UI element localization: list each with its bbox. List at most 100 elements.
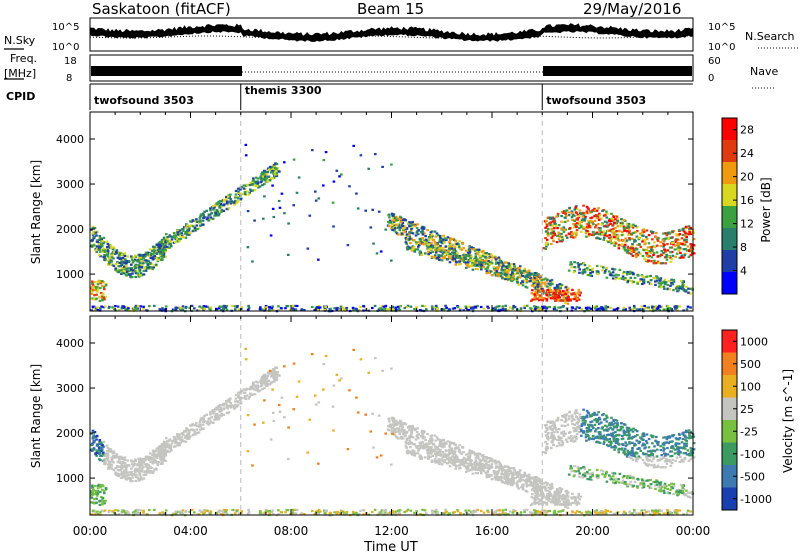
scatter-cell <box>671 283 675 286</box>
scatter-cell <box>314 199 318 202</box>
scatter-cell <box>553 307 557 310</box>
scatter-cell <box>516 480 520 483</box>
scatter-cell <box>459 257 463 260</box>
scatter-cell <box>589 224 593 227</box>
cpid-segment-label: themis 3300 <box>245 84 322 97</box>
scatter-cell <box>273 171 276 174</box>
scatter-cell <box>403 306 407 310</box>
scatter-cell <box>388 308 391 311</box>
scatter-cell <box>147 467 150 470</box>
scatter-cell <box>384 228 387 231</box>
scatter-cell <box>165 233 168 236</box>
scatter-cell <box>557 231 560 234</box>
scatter-cell <box>519 486 523 489</box>
scatter-cell <box>448 261 452 264</box>
nave-label: Nave <box>750 65 778 78</box>
scatter-cell <box>505 274 508 277</box>
scatter-cell <box>425 448 429 451</box>
scatter-cell <box>525 490 529 493</box>
scatter-cell <box>571 288 574 291</box>
scatter-cell <box>542 486 545 489</box>
scatter-cell <box>176 239 179 242</box>
scatter-cell <box>494 466 498 469</box>
scatter-cell <box>618 268 622 271</box>
scatter-cell <box>107 463 110 466</box>
scatter-cell <box>128 473 131 477</box>
scatter-cell <box>275 174 278 178</box>
scatter-cell <box>479 305 483 309</box>
scatter-cell <box>485 270 489 273</box>
scatter-cell <box>577 226 581 229</box>
scatter-cell <box>93 227 97 230</box>
scatter-cell <box>170 245 173 248</box>
scatter-cell <box>144 459 147 462</box>
scatter-cell <box>482 454 485 457</box>
scatter-cell <box>259 181 263 184</box>
scatter-cell <box>519 269 522 272</box>
scatter-cell <box>187 232 191 235</box>
scatter-cell <box>140 467 144 470</box>
scatter-cell <box>513 469 516 472</box>
scatter-cell <box>263 183 266 186</box>
scatter-cell <box>104 488 108 491</box>
scatter-cell <box>558 240 562 243</box>
scatter-cell <box>95 444 99 447</box>
scatter-cell <box>162 236 166 239</box>
scatter-cell <box>612 215 615 219</box>
scatter-cell <box>133 270 137 273</box>
scatter-cell <box>142 273 146 276</box>
scatter-cell <box>220 410 223 413</box>
scatter-cell <box>667 232 670 235</box>
scatter-cell <box>550 242 553 246</box>
scatter-cell <box>131 476 134 479</box>
scatter-cell <box>96 280 100 283</box>
scatter-cell <box>389 425 393 428</box>
scatter-cell <box>614 218 617 221</box>
scatter-cell <box>540 279 543 282</box>
scatter-cell <box>570 231 573 234</box>
scatter-cell <box>510 280 514 283</box>
scatter-cell <box>429 244 433 247</box>
scatter-cell <box>211 217 215 220</box>
scatter-cell <box>577 214 580 217</box>
scatter-cell <box>92 437 95 440</box>
scatter-cell <box>161 244 164 247</box>
scatter-cell <box>222 413 226 416</box>
scatter-cell <box>479 255 483 258</box>
scatter-cell <box>402 432 405 436</box>
scatter-cell <box>139 460 142 463</box>
nsky-tick-top: 10^5 <box>52 22 79 33</box>
scatter-cell <box>114 471 117 474</box>
scatter-cell <box>470 450 474 453</box>
scatter-cell <box>168 235 171 238</box>
scatter-cell <box>476 304 479 308</box>
scatter-cell <box>477 264 481 268</box>
scatter-cell <box>545 219 548 222</box>
scatter-cell <box>171 235 174 238</box>
scatter-cell <box>388 216 391 219</box>
scatter-cell <box>271 184 274 187</box>
scatter-cell <box>393 431 397 434</box>
scatter-cell <box>566 290 569 294</box>
scatter-cell <box>261 377 265 380</box>
scatter-cell <box>584 232 588 235</box>
scatter-cell <box>184 440 188 443</box>
scatter-cell <box>569 263 572 266</box>
scatter-cell <box>448 442 452 446</box>
scatter-cell <box>436 242 439 245</box>
scatter-cell <box>508 277 512 280</box>
scatter-cell <box>525 304 529 307</box>
scatter-cell <box>477 248 480 251</box>
scatter-cell <box>608 234 611 237</box>
scatter-cell <box>462 463 465 466</box>
scatter-cell <box>164 459 167 462</box>
scatter-cell <box>581 218 585 221</box>
scatter-cell <box>675 252 679 255</box>
scatter-cell <box>528 307 532 310</box>
scatter-cell <box>631 226 635 229</box>
scatter-cell <box>605 210 608 213</box>
scatter-cell <box>447 449 451 452</box>
scatter-cell <box>597 218 601 221</box>
scatter-cell <box>236 200 240 203</box>
scatter-cell <box>526 474 529 477</box>
